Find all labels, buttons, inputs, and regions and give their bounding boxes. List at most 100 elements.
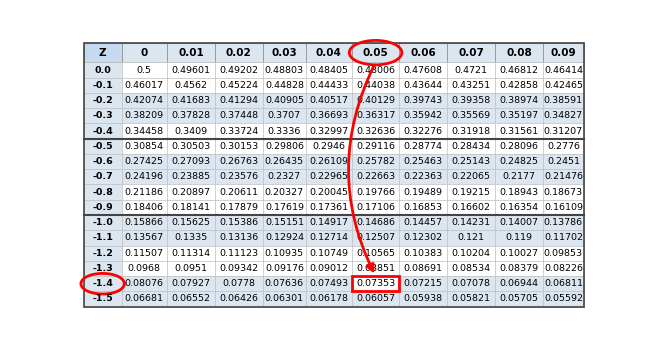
Bar [352,246,400,261]
Text: -1.0: -1.0 [92,218,113,227]
Text: 0.40517: 0.40517 [309,96,348,105]
Bar [263,276,306,291]
Text: 0.07: 0.07 [458,48,484,58]
Bar [167,139,215,154]
Bar [84,139,122,154]
Text: 0.02: 0.02 [226,48,252,58]
Text: 0.35942: 0.35942 [404,111,443,120]
Text: 0.12924: 0.12924 [265,234,304,243]
Text: 0.07353: 0.07353 [356,279,395,288]
Bar [400,78,447,93]
Text: 0.07927: 0.07927 [172,279,211,288]
Text: 0.19489: 0.19489 [404,188,443,197]
Text: 0.04: 0.04 [316,48,342,58]
Text: 0.3409: 0.3409 [174,127,207,136]
Bar [400,169,447,184]
Bar [543,291,584,307]
Text: 0.31561: 0.31561 [499,127,539,136]
Bar [306,139,352,154]
Text: 0.21186: 0.21186 [125,188,164,197]
Bar [495,124,543,139]
Bar [215,184,263,200]
Text: -0.3: -0.3 [92,111,113,120]
Text: 0.3707: 0.3707 [268,111,301,120]
Bar [447,230,495,246]
Bar [215,276,263,291]
Bar [167,124,215,139]
Bar [263,184,306,200]
Bar [495,215,543,230]
Bar [215,246,263,261]
Bar [122,108,167,124]
Bar [84,200,122,215]
Text: 0: 0 [141,48,148,58]
Text: 0.06681: 0.06681 [125,294,164,303]
Bar [447,93,495,108]
Text: 0.06944: 0.06944 [499,279,538,288]
Text: 0.16853: 0.16853 [404,203,443,212]
Text: 0.32276: 0.32276 [404,127,443,136]
Text: 0.06426: 0.06426 [219,294,258,303]
Bar [263,230,306,246]
Text: 0.1335: 0.1335 [174,234,207,243]
Text: 0.06552: 0.06552 [172,294,211,303]
Bar [447,246,495,261]
Text: 0.17879: 0.17879 [219,203,258,212]
Text: 0.06178: 0.06178 [309,294,348,303]
Bar [215,93,263,108]
Bar [84,169,122,184]
Bar [122,93,167,108]
Bar [122,230,167,246]
Bar [400,62,447,78]
Text: 0.46812: 0.46812 [499,65,538,74]
Bar [263,169,306,184]
Text: -0.8: -0.8 [92,188,113,197]
Text: -0.6: -0.6 [92,157,113,166]
Text: 0.10749: 0.10749 [309,249,348,258]
Text: 0.11507: 0.11507 [125,249,164,258]
Text: 0.26435: 0.26435 [265,157,304,166]
Bar [84,215,122,230]
Text: 0.34458: 0.34458 [125,127,164,136]
Text: 0.20611: 0.20611 [219,188,258,197]
Bar [352,200,400,215]
Bar [306,276,352,291]
Text: 0.42074: 0.42074 [125,96,164,105]
Text: -0.7: -0.7 [92,172,113,181]
Text: 0.20897: 0.20897 [172,188,211,197]
Text: 0.22363: 0.22363 [404,172,443,181]
Text: 0.07215: 0.07215 [404,279,443,288]
Text: 0.03: 0.03 [272,48,297,58]
Bar [122,43,167,62]
Text: 0.44828: 0.44828 [265,81,304,90]
Text: 0.10383: 0.10383 [404,249,443,258]
Text: 0.22065: 0.22065 [452,172,491,181]
Text: 0.23576: 0.23576 [219,172,259,181]
Bar [122,246,167,261]
Text: 0.09853: 0.09853 [544,249,583,258]
Bar [215,78,263,93]
Bar [543,261,584,276]
Bar [352,78,400,93]
Text: 0.38591: 0.38591 [544,96,583,105]
Text: 0.40129: 0.40129 [356,96,395,105]
Bar [215,291,263,307]
Text: 0.05938: 0.05938 [404,294,443,303]
Text: -1.2: -1.2 [92,249,113,258]
Bar [122,200,167,215]
Bar [400,93,447,108]
Bar [352,154,400,169]
Bar [215,124,263,139]
Text: 0.0: 0.0 [94,65,111,74]
Bar [84,261,122,276]
Bar [167,154,215,169]
Text: 0.06: 0.06 [411,48,436,58]
Bar [167,184,215,200]
Bar [167,230,215,246]
Text: -1.5: -1.5 [92,294,113,303]
Bar [263,43,306,62]
Bar [495,291,543,307]
Bar [400,215,447,230]
Text: -1.4: -1.4 [92,279,113,288]
Text: 0.20045: 0.20045 [309,188,348,197]
